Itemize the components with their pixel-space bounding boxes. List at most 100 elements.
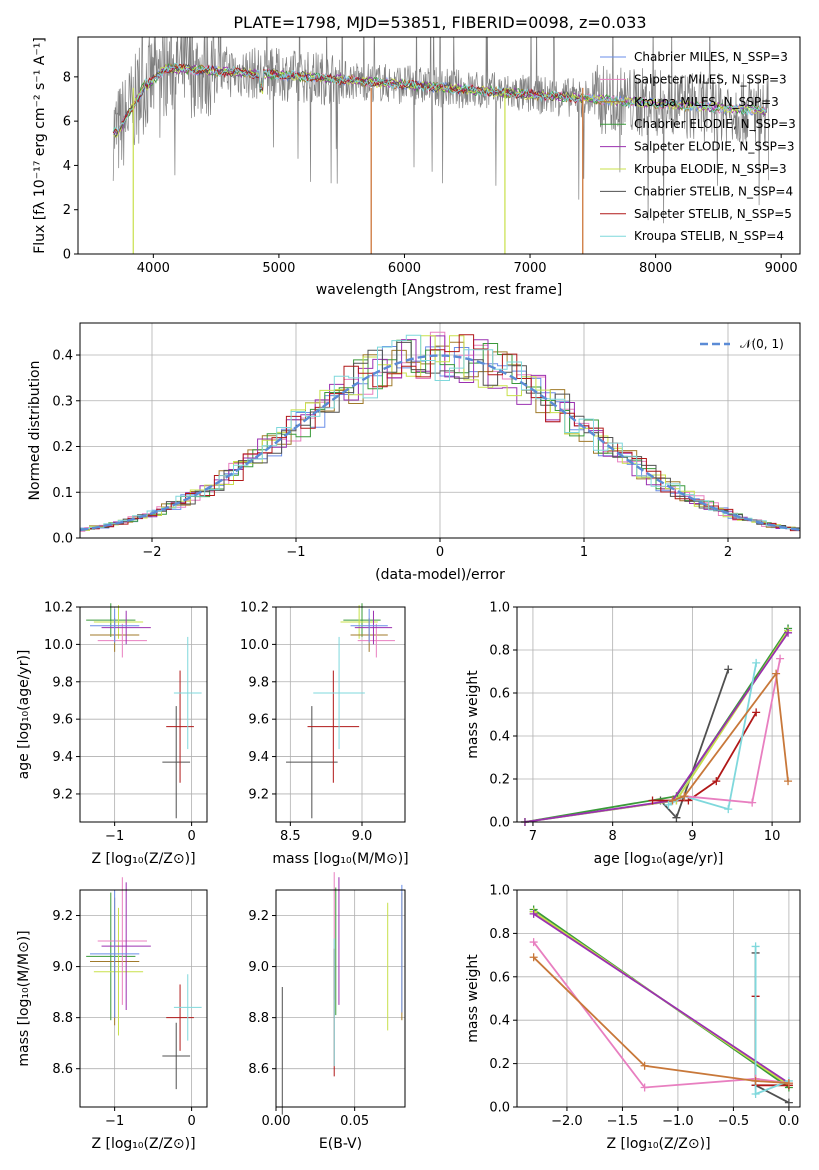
weight-line (524, 632, 789, 823)
weight-line (532, 941, 790, 1089)
weight-line (532, 956, 789, 1084)
axes-frame (275, 889, 406, 1108)
x-tick-label: 9000 (765, 261, 798, 276)
y-tick-label: 0 (63, 248, 71, 263)
y-tick-label: 9.2 (248, 787, 269, 802)
legend-label: 𝒩(0, 1) (740, 337, 784, 351)
weight-point (751, 942, 760, 951)
spectrum-layer (112, 37, 769, 254)
x-tick-label: 6000 (388, 261, 421, 276)
weight-point (529, 938, 538, 947)
x-axis-label: age [log₁₀(age/yr)] (594, 851, 724, 867)
histogram-layer (80, 331, 800, 532)
y-tick-label: 0.4 (489, 1014, 510, 1029)
weight-point (724, 665, 733, 674)
weight-point (752, 658, 761, 667)
axes-frame (516, 889, 801, 1108)
x-tick-label: 0.0 (779, 1114, 800, 1129)
x-tick-label: 8.5 (280, 829, 301, 844)
weight-point (784, 628, 793, 637)
weight-point (672, 813, 681, 822)
x-tick-label: −1.5 (607, 1114, 639, 1129)
y-tick-label: 1.0 (489, 884, 510, 899)
y-tick-label: 8 (63, 70, 71, 85)
x-tick-label: 5000 (262, 261, 295, 276)
y-tick-label: 0.1 (52, 486, 73, 501)
x-tick-label: 0 (436, 545, 444, 560)
weight-point (784, 777, 793, 786)
y-tick-label: 0.8 (489, 927, 510, 942)
y-tick-label: 0.3 (52, 394, 73, 409)
histogram-series (80, 334, 800, 532)
y-tick-label: 8.8 (52, 1011, 73, 1026)
x-tick-label: 8 (609, 829, 617, 844)
y-tick-label: 9.8 (248, 675, 269, 690)
y-tick-label: 0.6 (489, 687, 510, 702)
weight-point (712, 777, 721, 786)
y-tick-label: 0.2 (489, 773, 510, 788)
x-axis-label: Z [log₁₀(Z/Z⊙)] (606, 1136, 710, 1152)
x-axis-label: (data-model)/error (375, 567, 505, 583)
y-tick-label: 10.0 (44, 638, 73, 653)
y-tick-label: 9.4 (52, 750, 73, 765)
weight-point (776, 654, 785, 663)
y-tick-label: 0.0 (489, 816, 510, 831)
y-tick-label: 0.6 (489, 970, 510, 985)
legend-label: Chabrier MILES, N_SSP=3 (634, 50, 788, 64)
weight-point (529, 909, 538, 918)
weight-point (529, 953, 538, 962)
legend-label: Kroupa MILES, N_SSP=3 (634, 95, 779, 109)
weight-point (680, 792, 689, 801)
weight-point (640, 1083, 649, 1092)
weight-point (724, 805, 733, 814)
x-tick-label: −1.0 (662, 1114, 694, 1129)
weight-point (664, 800, 673, 809)
weight-point (751, 1089, 760, 1098)
x-tick-label: −2.0 (551, 1114, 583, 1129)
y-tick-label: 9.6 (248, 713, 269, 728)
x-tick-label: −1 (105, 829, 124, 844)
x-axis-label: Z [log₁₀(Z/Z⊙)] (91, 851, 195, 867)
y-tick-label: 0.0 (52, 532, 73, 547)
x-axis-label: wavelength [Angstrom, rest frame] (316, 282, 562, 298)
x-tick-label: −1 (286, 545, 305, 560)
x-tick-label: 9.0 (352, 829, 373, 844)
axes-frame (275, 606, 406, 823)
x-tick-label: 0.00 (262, 1114, 291, 1129)
legend-label: Kroupa ELODIE, N_SSP=3 (634, 162, 787, 176)
weight-point (648, 796, 657, 805)
weight-line (684, 658, 781, 804)
y-axis-label: mass weight (465, 954, 481, 1043)
x-tick-label: 4000 (137, 261, 170, 276)
weight-point (668, 796, 677, 805)
model-spectrum (112, 62, 767, 133)
y-tick-label: 8.6 (52, 1062, 73, 1077)
y-axis-label: Flux [fλ 10⁻¹⁷ erg cm⁻² s⁻¹ A⁻¹] (32, 37, 48, 254)
x-tick-label: 0 (187, 1114, 195, 1129)
x-tick-label: 8000 (639, 261, 672, 276)
weight-point (784, 1098, 793, 1107)
x-tick-label: −2 (142, 545, 161, 560)
x-tick-label: 0.05 (340, 1114, 369, 1129)
axes-frame (79, 606, 208, 823)
y-tick-label: 2 (63, 203, 71, 218)
weight-point (772, 669, 781, 678)
weight-line (533, 913, 790, 1084)
y-tick-label: 1.0 (489, 601, 510, 616)
axes-frame (516, 606, 801, 823)
legend-label: Chabrier STELIB, N_SSP=4 (634, 184, 793, 198)
y-tick-label: 6 (63, 115, 71, 130)
axes-frame (79, 889, 208, 1108)
y-tick-label: 8.6 (248, 1062, 269, 1077)
legend-label: Chabrier ELODIE, N_SSP=3 (634, 117, 796, 131)
legend-label: Salpeter ELODIE, N_SSP=3 (634, 140, 795, 154)
gaussian-reference (80, 354, 800, 532)
histogram-series (80, 341, 800, 532)
x-tick-label: 10 (764, 829, 781, 844)
legend-label: Salpeter MILES, N_SSP=3 (634, 72, 787, 86)
y-tick-label: 8.8 (248, 1011, 269, 1026)
y-axis-label: mass [log₁₀(M/M⊙)] (16, 930, 32, 1066)
y-tick-label: 10.2 (240, 601, 269, 616)
y-tick-label: 9.4 (248, 750, 269, 765)
y-tick-label: 9.2 (52, 787, 73, 802)
